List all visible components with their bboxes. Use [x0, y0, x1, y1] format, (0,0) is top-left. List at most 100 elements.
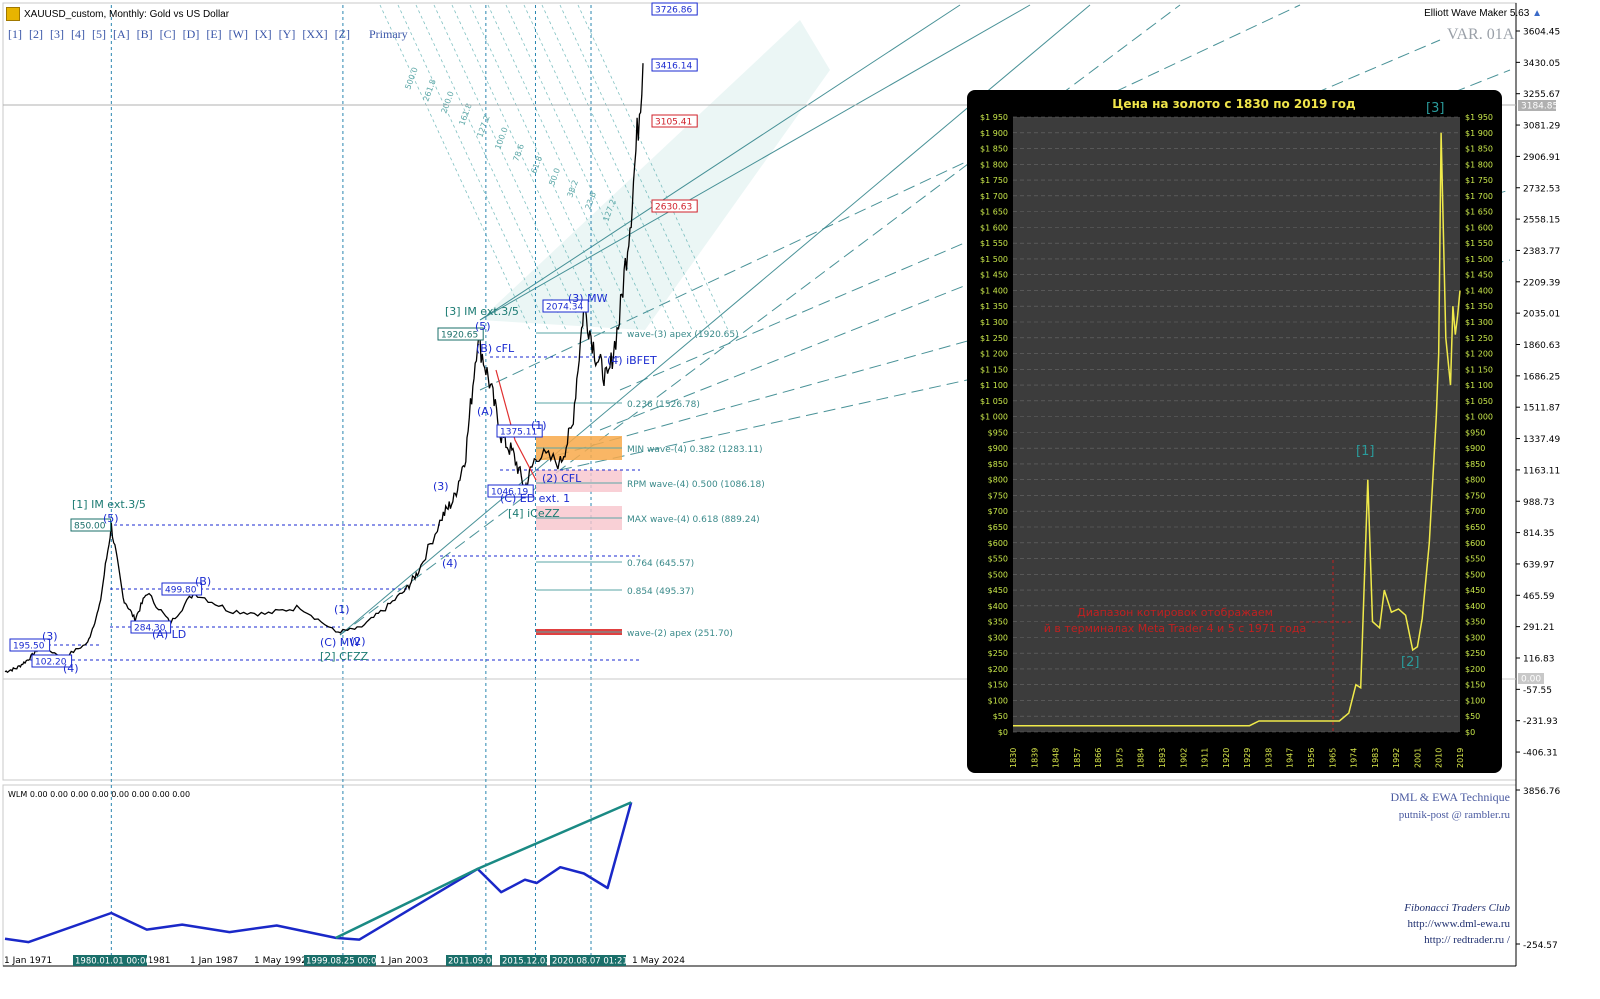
price-tick-label: 2209.39	[1523, 278, 1560, 288]
inset-x-label: 1983	[1371, 748, 1380, 768]
wave-label: (B) cFL	[476, 342, 515, 355]
inset-y-label-left: $1 250	[980, 334, 1008, 343]
inset-x-label: 2001	[1413, 748, 1422, 768]
inset-y-label-right: $850	[1465, 460, 1485, 469]
inset-y-label-left: $350	[988, 618, 1008, 627]
time-highlight-box	[446, 955, 492, 966]
wave-label: (4) iBFET	[607, 354, 657, 367]
price-tick-label: 1860.63	[1523, 341, 1560, 351]
price-box-label: 3726.86	[655, 6, 692, 16]
subwindow-frame	[2, 784, 1517, 967]
wave-button[interactable]: Primary	[369, 27, 408, 41]
price-box	[9, 638, 51, 652]
wave-button[interactable]: [C]	[159, 27, 176, 41]
wave-button[interactable]: [X]	[255, 27, 272, 41]
fan-line	[479, 4, 1301, 391]
inset-x-label: 1902	[1179, 748, 1188, 768]
wave-button[interactable]: [2]	[29, 27, 43, 41]
time-tick-label: p 1981	[139, 956, 170, 966]
fan-label: 61.8	[529, 155, 544, 175]
time-highlight-box	[73, 955, 147, 966]
inset-y-label-left: $1 700	[980, 192, 1008, 201]
credit-site-1[interactable]: http://www.dml-ewa.ru	[1407, 918, 1510, 930]
price-box-label: 2074.34	[546, 303, 583, 313]
inset-x-label: 1911	[1201, 748, 1210, 768]
price-tick-label: -231.93	[1523, 717, 1558, 727]
wave-button[interactable]: [5]	[92, 27, 106, 41]
inset-y-label-right: $750	[1465, 491, 1485, 500]
wave-label: (B)	[195, 575, 211, 588]
wave-label: (3)	[433, 480, 449, 493]
inset-y-label-left: $800	[988, 476, 1008, 485]
price-tick-label: 116.83	[1523, 655, 1555, 665]
inset-y-label-left: $450	[988, 586, 1008, 595]
wave-button[interactable]: [3]	[50, 27, 64, 41]
price-box	[651, 2, 698, 16]
inset-y-label-left: $1 300	[980, 318, 1008, 327]
inset-y-label-left: $1 950	[980, 113, 1008, 122]
wave-button[interactable]: [A]	[113, 27, 130, 41]
time-highlight-label: 2011.09.06	[448, 957, 497, 967]
wave-button[interactable]: [W]	[228, 27, 248, 41]
inset-y-label-left: $1 400	[980, 286, 1008, 295]
time-highlight-label: 2015.12.03 0	[502, 957, 559, 967]
inset-y-label-left: $200	[988, 665, 1008, 674]
price-tick-label: 2383.77	[1523, 247, 1560, 257]
inset-x-label: 1875	[1115, 748, 1124, 768]
wave-button[interactable]: [Y]	[278, 27, 296, 41]
inset-y-label-right: $1 900	[1465, 129, 1493, 138]
inset-y-label-right: $400	[1465, 602, 1485, 611]
price-tick-label: 2035.01	[1523, 310, 1560, 320]
wlm-axis-bottom: -254.57	[1523, 941, 1558, 951]
price-box	[496, 424, 543, 438]
wave-label: [1] IM ext.3/5	[72, 498, 146, 511]
price-tick-label: 3430.05	[1523, 59, 1560, 69]
inset-x-label: 2010	[1435, 748, 1444, 768]
inset-chart: Цена на золото с 1830 по 2019 год $0 $0 $50…	[967, 90, 1502, 773]
fan-label: 50.0	[547, 167, 562, 187]
inset-y-label-right: $1 800	[1465, 160, 1493, 169]
inset-x-label: 1965	[1328, 748, 1337, 768]
price-box-label: 195.50	[13, 642, 45, 652]
price-box	[651, 58, 698, 72]
inset-x-label: 1974	[1350, 748, 1359, 768]
inset-x-label: 1929	[1243, 748, 1252, 768]
wave-button[interactable]: [B]	[136, 27, 153, 41]
fan-label: 161.8	[457, 102, 473, 127]
correction-line-red	[495, 369, 537, 481]
wave-button[interactable]: [D]	[182, 27, 200, 41]
inset-y-label-right: $1 100	[1465, 381, 1493, 390]
credit-site-2[interactable]: http:// redtrader.ru /	[1424, 934, 1510, 946]
fib-level-label: RPM wave-(4) 0.500 (1086.18)	[627, 480, 765, 490]
inset-y-label-left: $50	[993, 712, 1008, 721]
chart-title: XAUUSD_custom, Monthly: Gold vs US Dolla…	[6, 7, 229, 21]
wave-button[interactable]: [1]	[8, 27, 22, 41]
price-tick-label: 2906.91	[1523, 153, 1560, 163]
zero-price-value: 0.00	[1521, 675, 1541, 685]
symbol-line: XAUUSD_custom, Monthly: Gold vs US Dolla…	[24, 8, 230, 20]
inset-x-label: 1857	[1073, 748, 1082, 768]
credit-email: putnik-post @ rambler.ru	[1398, 809, 1510, 821]
inset-gold-line	[1013, 132, 1461, 727]
wave-button[interactable]: [4]	[71, 27, 85, 41]
credit-technique: DML & EWA Technique	[1390, 790, 1510, 804]
inset-y-label-right: $1 600	[1465, 223, 1493, 232]
time-tick-label: 1 Jan 2003	[380, 956, 428, 966]
price-box-label: 3105.41	[655, 118, 692, 128]
wave-button[interactable]: [XX]	[302, 27, 328, 41]
inset-y-label-right: $1 150	[1465, 365, 1493, 374]
inset-y-label-left: $650	[988, 523, 1008, 532]
price-tick-label: 291.21	[1523, 623, 1555, 633]
inset-y-label-left: $100	[988, 696, 1008, 705]
inset-y-label-right: $1 050	[1465, 397, 1493, 406]
fan-label: 500.0	[403, 66, 419, 91]
wave-button[interactable]: [Z]	[334, 27, 350, 41]
inset-y-label-right: $1 550	[1465, 239, 1493, 248]
wave-button[interactable]: [E]	[206, 27, 222, 41]
wlm-label: WLM 0.00 0.00 0.00 0.00 0.00 0.00 0.00 0…	[8, 790, 190, 799]
inset-y-label-left: $1 100	[980, 381, 1008, 390]
credit-club: Fibonacci Traders Club	[1404, 902, 1510, 914]
inset-y-label-right: $550	[1465, 555, 1485, 564]
fan-area	[480, 20, 830, 330]
price-box-label: 284.30	[134, 624, 166, 634]
